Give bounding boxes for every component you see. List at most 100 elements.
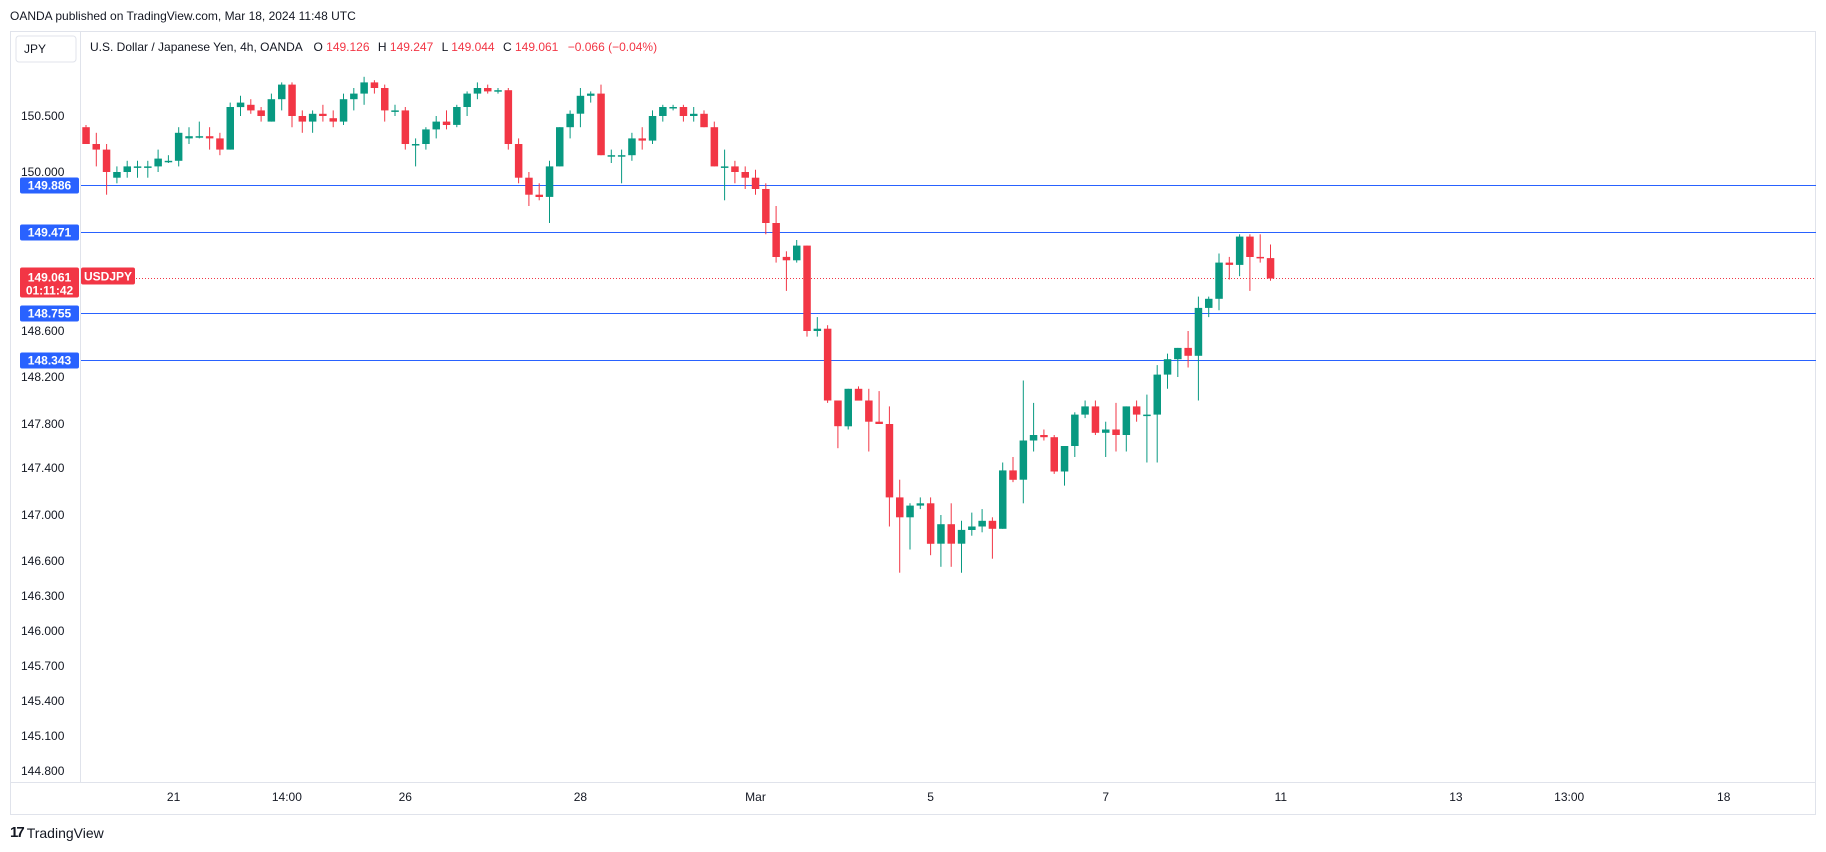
candle[interactable] xyxy=(1029,402,1038,452)
candle[interactable] xyxy=(813,317,822,337)
candle[interactable] xyxy=(226,102,235,150)
candle[interactable] xyxy=(82,125,90,144)
candle[interactable] xyxy=(391,104,399,116)
candle[interactable] xyxy=(164,155,173,163)
candle[interactable] xyxy=(556,127,564,167)
candle[interactable] xyxy=(793,240,801,263)
candle[interactable] xyxy=(1071,412,1079,457)
candle[interactable] xyxy=(278,82,286,111)
candle[interactable] xyxy=(102,144,111,195)
candle[interactable] xyxy=(576,88,585,128)
tradingview-logo[interactable]: 17 TradingView xyxy=(10,824,104,841)
candle[interactable] xyxy=(298,110,307,133)
candle[interactable] xyxy=(968,512,976,536)
candle[interactable] xyxy=(999,462,1007,529)
candle[interactable] xyxy=(1205,296,1213,318)
candle[interactable] xyxy=(339,93,348,125)
candle[interactable] xyxy=(113,166,121,184)
chart-frame[interactable] xyxy=(10,31,1816,815)
candle[interactable] xyxy=(247,99,255,114)
candle[interactable] xyxy=(731,160,739,184)
candle[interactable] xyxy=(1163,353,1172,389)
candle[interactable] xyxy=(422,127,430,150)
candle[interactable] xyxy=(669,104,677,111)
candle[interactable] xyxy=(957,520,966,573)
candle[interactable] xyxy=(154,149,162,172)
candle[interactable] xyxy=(1122,406,1131,452)
candle[interactable] xyxy=(1060,446,1069,486)
candle[interactable] xyxy=(700,110,708,128)
candle[interactable] xyxy=(947,503,956,567)
candle[interactable] xyxy=(885,406,894,527)
candle[interactable] xyxy=(205,127,214,150)
candle[interactable] xyxy=(381,84,389,122)
candle[interactable] xyxy=(174,127,183,167)
candle[interactable] xyxy=(690,107,698,122)
candle[interactable] xyxy=(617,149,626,184)
candle[interactable] xyxy=(741,166,750,189)
candle[interactable] xyxy=(1081,400,1089,419)
candle[interactable] xyxy=(834,400,842,449)
candle[interactable] xyxy=(1256,234,1265,263)
candle[interactable] xyxy=(854,386,863,401)
candle[interactable] xyxy=(144,160,152,178)
candle[interactable] xyxy=(463,91,471,116)
candle[interactable] xyxy=(1102,421,1110,457)
candle[interactable] xyxy=(1246,234,1254,291)
candle[interactable] xyxy=(978,509,986,533)
candle[interactable] xyxy=(236,95,245,116)
candle[interactable] xyxy=(216,132,224,156)
candle[interactable] xyxy=(1091,400,1100,436)
candle[interactable] xyxy=(1153,365,1162,463)
candle[interactable] xyxy=(123,160,132,178)
candle[interactable] xyxy=(350,88,358,111)
candle[interactable] xyxy=(1225,256,1234,280)
candle[interactable] xyxy=(370,80,379,94)
candle[interactable] xyxy=(679,104,688,122)
candle[interactable] xyxy=(566,110,574,139)
candle[interactable] xyxy=(257,107,265,122)
candle[interactable] xyxy=(937,515,945,567)
candle[interactable] xyxy=(1050,435,1059,474)
candle[interactable] xyxy=(782,251,791,291)
candle[interactable] xyxy=(844,388,853,430)
candle[interactable] xyxy=(720,149,729,201)
candle[interactable] xyxy=(535,183,544,201)
candle[interactable] xyxy=(92,132,101,167)
candle[interactable] xyxy=(648,110,657,144)
candle[interactable] xyxy=(1040,429,1048,441)
candle[interactable] xyxy=(1132,400,1141,422)
candle[interactable] xyxy=(308,110,317,133)
candle[interactable] xyxy=(906,503,914,550)
candle[interactable] xyxy=(896,479,904,573)
candle[interactable] xyxy=(411,138,420,167)
candle[interactable] xyxy=(504,88,513,150)
candle[interactable] xyxy=(494,88,502,94)
candle[interactable] xyxy=(195,121,204,139)
candle[interactable] xyxy=(1184,331,1192,368)
candle[interactable] xyxy=(473,82,482,100)
candle[interactable] xyxy=(319,104,327,122)
candle[interactable] xyxy=(875,391,883,424)
candle[interactable] xyxy=(1019,380,1028,504)
candle[interactable] xyxy=(1194,296,1203,401)
candle[interactable] xyxy=(484,84,492,94)
candle[interactable] xyxy=(823,325,832,403)
candle[interactable] xyxy=(587,91,595,103)
candle[interactable] xyxy=(772,206,780,263)
candle[interactable] xyxy=(360,76,368,105)
candle[interactable] xyxy=(545,160,554,223)
candle[interactable] xyxy=(1009,457,1017,483)
candle[interactable] xyxy=(926,497,935,556)
candle[interactable] xyxy=(185,127,193,144)
candle[interactable] xyxy=(288,82,296,128)
candle[interactable] xyxy=(525,172,533,206)
candle[interactable] xyxy=(659,104,667,122)
candle[interactable] xyxy=(628,132,636,161)
candle[interactable] xyxy=(1215,253,1223,311)
candle[interactable] xyxy=(401,107,410,150)
candle[interactable] xyxy=(751,169,760,195)
candle[interactable] xyxy=(638,127,647,150)
candle[interactable] xyxy=(432,116,441,139)
